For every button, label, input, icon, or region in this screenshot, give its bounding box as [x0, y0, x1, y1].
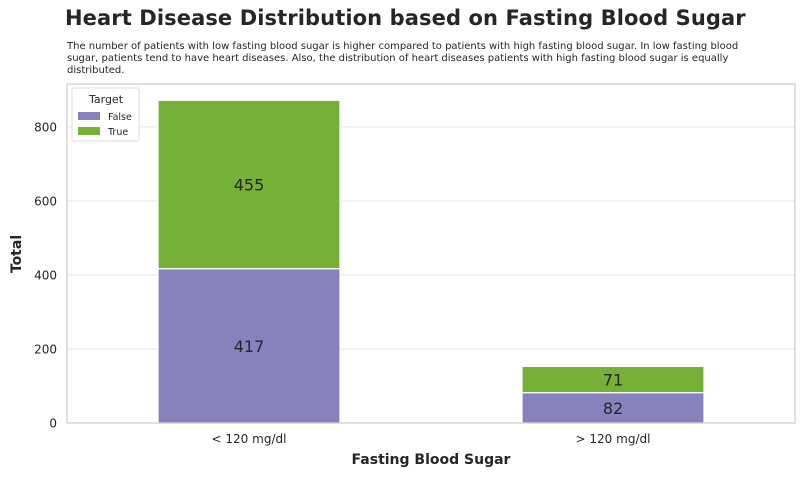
x-tick-label: < 120 mg/dl [212, 432, 287, 446]
y-axis-label: Total [9, 235, 25, 273]
bar-value-label: 455 [234, 175, 265, 194]
bar-false-0 [157, 268, 341, 424]
bar-value-label: 417 [234, 337, 265, 356]
y-tick-label: 600 [34, 194, 57, 208]
x-tick-labels: < 120 mg/dl > 120 mg/dl [212, 432, 651, 446]
x-axis-label: Fasting Blood Sugar [352, 452, 511, 468]
y-tick-label: 800 [34, 120, 57, 134]
bar-true-0 [157, 99, 341, 270]
legend-label-true: True [107, 127, 128, 138]
y-tick-label: 0 [49, 417, 57, 431]
legend: Target False True [71, 87, 140, 142]
chart-subtitle: The number of patients with low fasting … [67, 41, 739, 77]
y-tick-label: 200 [34, 342, 57, 356]
bars: 417 455 82 71 [157, 99, 705, 424]
bar-true-1 [521, 365, 705, 394]
legend-title: Target [88, 93, 124, 106]
bar-value-label: 71 [603, 371, 623, 390]
legend-swatch-true [78, 127, 100, 135]
legend-label-false: False [108, 112, 132, 123]
y-tick-label: 400 [34, 268, 57, 282]
y-tick-labels: 0 200 400 600 800 [34, 120, 57, 430]
plot-frame [66, 83, 796, 424]
bar-value-label: 82 [603, 399, 623, 418]
x-tick-label: > 120 mg/dl [576, 432, 651, 446]
legend-swatch-false [78, 112, 100, 120]
chart-title: Heart Disease Distribution based on Fast… [65, 6, 746, 30]
